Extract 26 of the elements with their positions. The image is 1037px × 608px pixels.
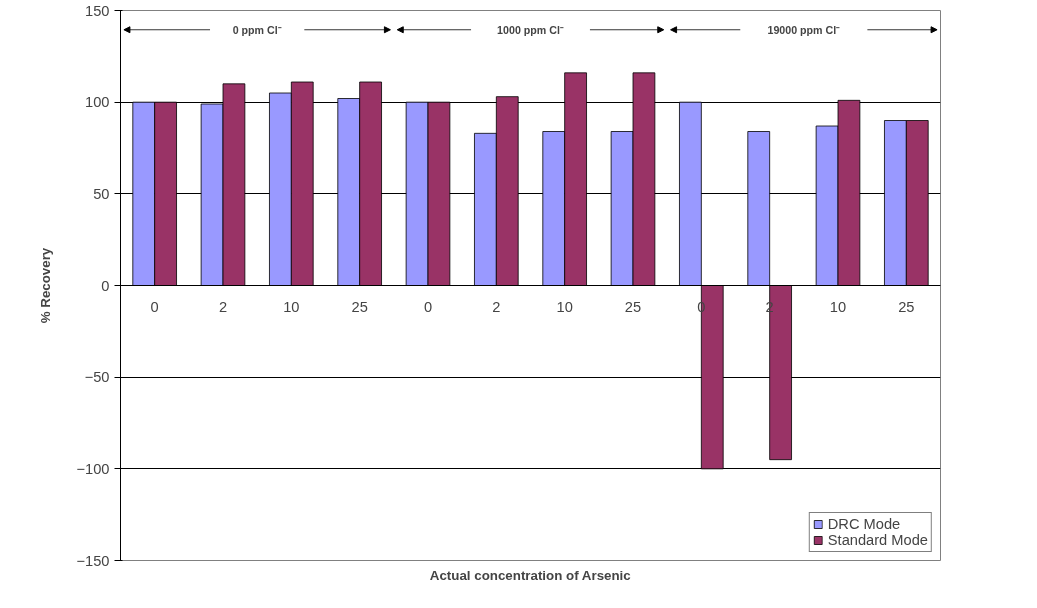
legend-label: Standard Mode (827, 532, 928, 548)
y-tick-label: 0 (101, 277, 110, 294)
legend-label: DRC Mode (827, 516, 901, 532)
x-tick-label: 0 (697, 298, 706, 315)
x-tick-label: 10 (283, 298, 300, 315)
x-tick-label: 2 (765, 298, 774, 315)
annotation: 19000 ppm Cl⁻ (767, 23, 841, 36)
y-tick-label: 150 (85, 2, 110, 19)
annotation: 1000 ppm Cl⁻ (497, 23, 564, 36)
y-tick-label: −50 (84, 369, 110, 386)
x-tick-label: 2 (492, 298, 501, 315)
y-axis-title: % Recovery (38, 247, 54, 324)
x-tick-label: 0 (423, 298, 433, 315)
y-tick-label: −100 (76, 460, 110, 477)
y-tick-label: −150 (76, 552, 110, 569)
x-axis-title: Actual concentration of Arsenic (429, 567, 632, 583)
x-tick-label: 0 (150, 298, 159, 315)
x-tick-label: 2 (218, 298, 228, 315)
y-tick-label: 50 (93, 185, 110, 202)
x-tick-label: 25 (624, 298, 642, 315)
y-tick-label: 100 (85, 94, 110, 111)
x-tick-label: 10 (829, 298, 847, 315)
x-tick-label: 25 (898, 298, 915, 315)
x-tick-label: 10 (556, 298, 573, 315)
annotation: 0 ppm Cl⁻ (232, 23, 282, 36)
x-tick-label: 25 (351, 298, 368, 315)
